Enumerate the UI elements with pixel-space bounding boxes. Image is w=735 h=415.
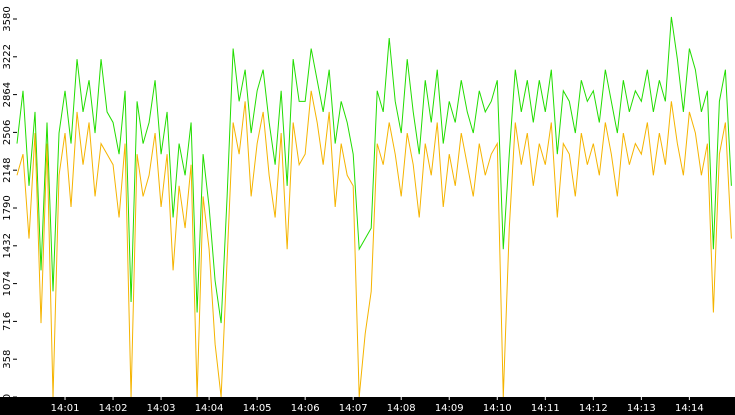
x-tick-label: 14:06 bbox=[291, 403, 320, 414]
y-tick-label: 716 bbox=[2, 312, 13, 331]
x-axis-band bbox=[0, 397, 735, 415]
series-line bbox=[16, 90, 732, 398]
y-tick-label: 2864 bbox=[2, 82, 13, 107]
y-tick-label: 2148 bbox=[2, 157, 13, 182]
y-tick-label: 3222 bbox=[2, 44, 13, 69]
series-line bbox=[16, 16, 732, 324]
x-tick-label: 14:08 bbox=[387, 403, 416, 414]
x-tick-label: 14:02 bbox=[99, 403, 128, 414]
y-tick-label: 1074 bbox=[2, 271, 13, 296]
x-tick-label: 14:13 bbox=[627, 403, 656, 414]
x-tick-label: 14:01 bbox=[51, 403, 80, 414]
y-tick-label: 0 bbox=[2, 394, 13, 400]
x-tick-label: 14:10 bbox=[483, 403, 512, 414]
y-tick-label: 358 bbox=[2, 350, 13, 369]
x-tick-label: 14:09 bbox=[435, 403, 464, 414]
x-tick-label: 14:04 bbox=[195, 403, 224, 414]
y-tick-label: 3580 bbox=[2, 6, 13, 31]
x-tick-label: 14:11 bbox=[531, 403, 560, 414]
y-tick-label: 1790 bbox=[2, 195, 13, 220]
y-tick-label: 2506 bbox=[2, 120, 13, 145]
x-tick-label: 14:12 bbox=[579, 403, 608, 414]
x-tick-label: 14:05 bbox=[243, 403, 272, 414]
y-tick-label: 1432 bbox=[2, 233, 13, 258]
x-tick-label: 14:03 bbox=[147, 403, 176, 414]
x-tick-label: 14:07 bbox=[339, 403, 368, 414]
x-tick-label: 14:14 bbox=[675, 403, 704, 414]
